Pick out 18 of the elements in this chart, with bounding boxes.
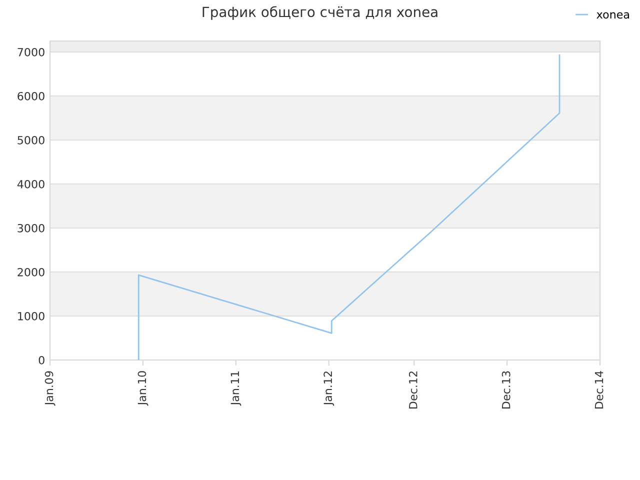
x-tick-label: Dec.12 — [408, 372, 418, 408]
x-tick-label: Dec.14 — [594, 371, 604, 408]
x-tick-label: Jan.11 — [230, 371, 242, 406]
y-tick-label: 0 — [38, 356, 44, 364]
y-tick-label: 2000 — [18, 268, 44, 276]
x-tick-label: Jan.09 — [44, 371, 56, 406]
x-tick-label: Jan.10 — [138, 371, 148, 406]
y-tick-label: 3000 — [18, 224, 44, 232]
x-tick-label: Jan.12 — [324, 372, 334, 406]
y-tick-label: 7000 — [18, 48, 44, 56]
y-tick-label: 1000 — [18, 312, 44, 320]
y-tick-label: 4000 — [17, 180, 44, 188]
y-tick-label: 6000 — [18, 92, 44, 100]
y-tick-label: 5000 — [18, 136, 44, 144]
chart-title: График общего счёта для xonea — [202, 6, 438, 20]
x-tick-label: Dec.13 — [502, 371, 510, 408]
line-series — [138, 54, 560, 360]
legend-label: xonea — [596, 12, 629, 19]
